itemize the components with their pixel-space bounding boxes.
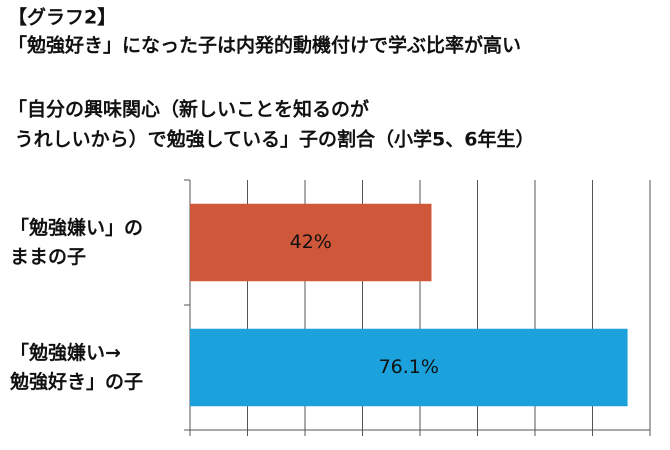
category-label: 「勉強嫌い」の: [10, 216, 143, 239]
category-label: ままの子: [10, 246, 86, 268]
bar: [190, 203, 432, 282]
headline: 「勉強好き」になった子は内発的動機付けで学ぶ比率が高い: [8, 34, 521, 57]
value-label: 42%: [290, 231, 332, 253]
bar: [190, 328, 628, 407]
category-label: 「勉強嫌い→: [10, 341, 121, 364]
chart-title: うれしいから）で勉強している」子の割合（小学5、6年生）: [8, 128, 535, 151]
chart-title: 「自分の興味関心（新しいことを知るのが: [8, 98, 369, 121]
value-label: 76.1%: [379, 356, 439, 378]
category-label: 勉強好き」の子: [9, 370, 143, 393]
label: 【グラフ2】: [8, 6, 116, 29]
